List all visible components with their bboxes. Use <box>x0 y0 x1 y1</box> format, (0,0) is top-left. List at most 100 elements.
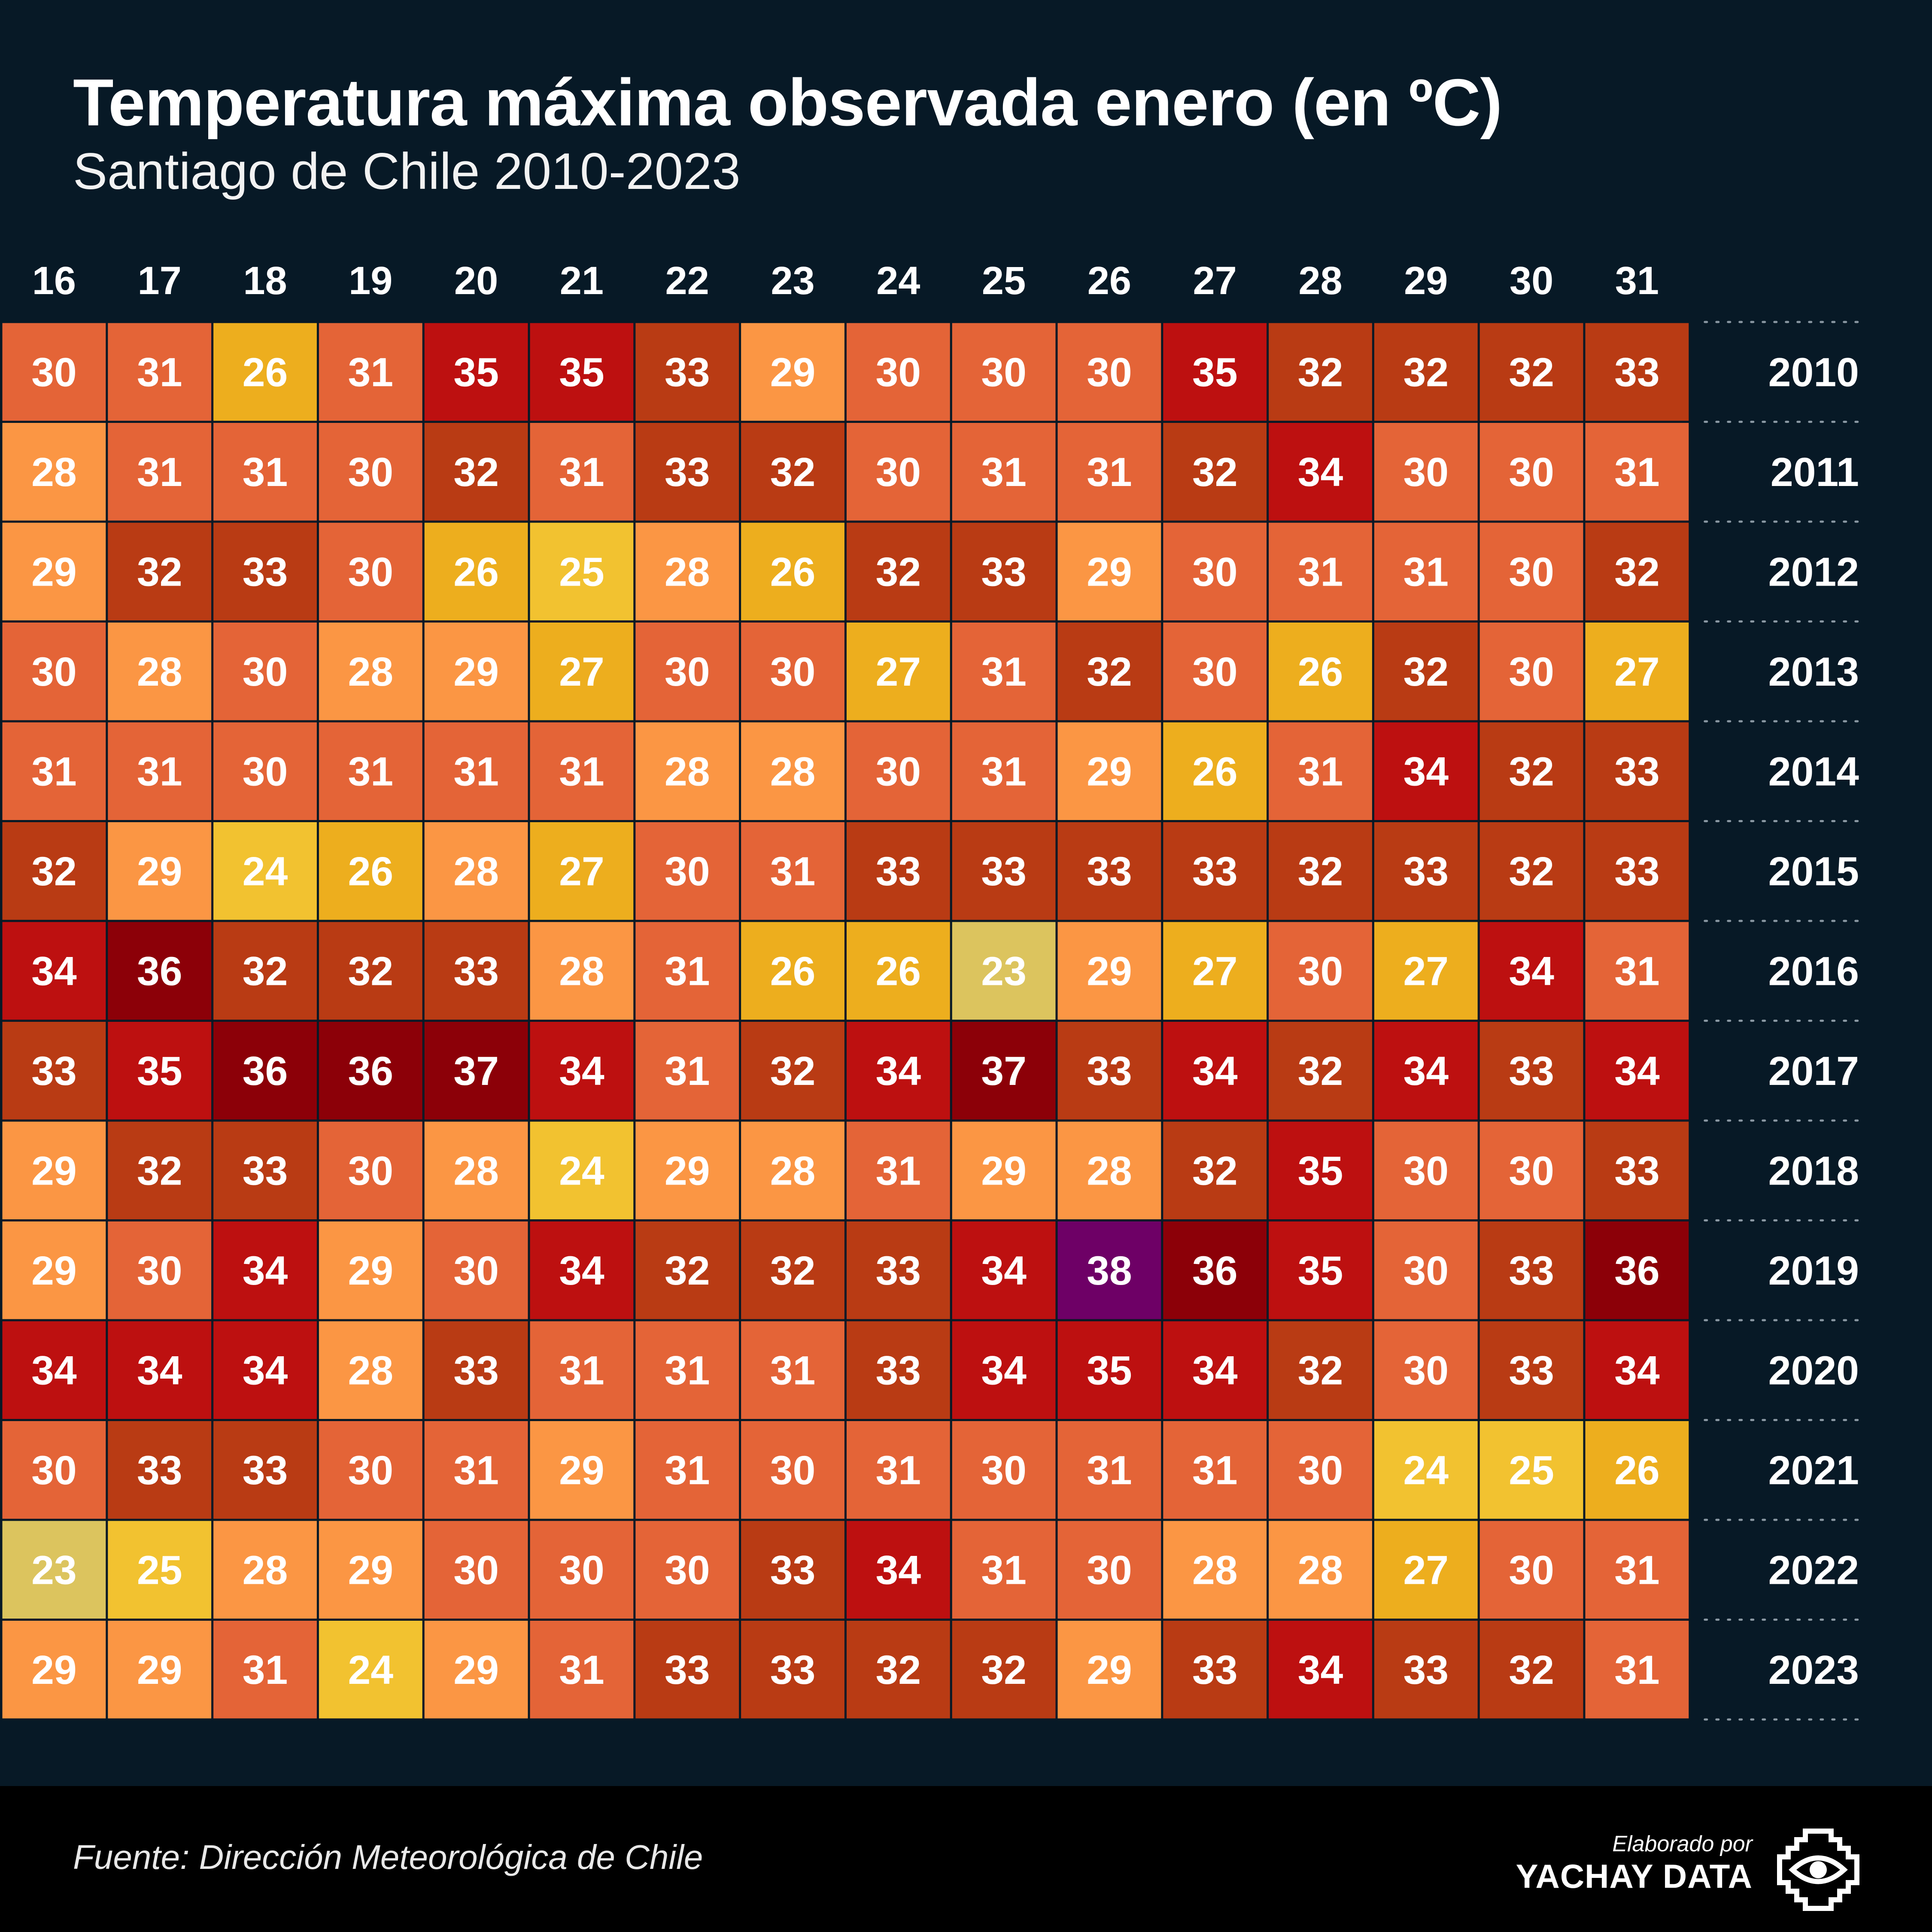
heatmap-cell <box>319 1022 422 1120</box>
heatmap-cell <box>952 1621 1056 1719</box>
heatmap-cell <box>1163 1321 1267 1419</box>
cell-value-label: 29 <box>31 549 77 595</box>
cell-value-label: 29 <box>137 849 182 894</box>
cell-value-label: 32 <box>981 1647 1027 1693</box>
cell-value-label: 31 <box>31 749 77 794</box>
cell-value-label: 28 <box>665 749 710 794</box>
heatmap-cell <box>741 1121 844 1219</box>
cell-value-label: 36 <box>1614 1248 1660 1294</box>
heatmap-cell <box>1374 623 1478 720</box>
cell-value-label: 31 <box>770 1348 816 1393</box>
heatmap-cell <box>846 323 950 421</box>
heatmap-cell <box>2 1221 106 1319</box>
row-label-2014: 2014 <box>1768 749 1859 794</box>
column-label-16: 16 <box>32 259 76 303</box>
cell-value-label: 30 <box>1087 1547 1132 1593</box>
column-label-19: 19 <box>349 259 392 303</box>
heatmap-cell <box>635 1521 739 1619</box>
cell-value-label: 29 <box>665 1148 710 1194</box>
heatmap-cell <box>1585 822 1689 920</box>
cell-value-label: 32 <box>1403 649 1449 695</box>
cell-value-label: 37 <box>453 1048 499 1094</box>
heatmap-cell <box>1057 1521 1161 1619</box>
heatmap-cell <box>1163 1022 1267 1120</box>
row-label-2023: 2023 <box>1768 1647 1859 1693</box>
column-label-29: 29 <box>1404 259 1448 303</box>
heatmap-cell <box>108 1421 212 1519</box>
cell-value-label: 30 <box>1192 549 1238 595</box>
cell-value-label: 33 <box>665 450 710 495</box>
heatmap-cell <box>530 323 634 421</box>
cell-value-label: 30 <box>665 649 710 695</box>
cell-value-label: 33 <box>137 1448 182 1493</box>
cell-value-label: 28 <box>1298 1547 1343 1593</box>
cell-value-label: 27 <box>1614 649 1660 695</box>
heatmap-cell <box>108 822 212 920</box>
heatmap-cell <box>1163 423 1267 521</box>
cell-value-label: 32 <box>1192 450 1238 495</box>
row-dividers <box>1704 321 1867 1721</box>
heatmap-cell <box>108 1121 212 1219</box>
heatmap-cell <box>424 1421 528 1519</box>
cell-value-label: 31 <box>665 1448 710 1493</box>
cell-value-label: 33 <box>1087 1048 1132 1094</box>
heatmap-cell <box>424 1321 528 1419</box>
cell-value-label: 30 <box>1403 1248 1449 1294</box>
cell-value-label: 34 <box>875 1048 921 1094</box>
cell-value-label: 30 <box>1192 649 1238 695</box>
heatmap-cell <box>530 1521 634 1619</box>
cell-value-label: 29 <box>1087 749 1132 794</box>
cell-value-label: 36 <box>243 1048 288 1094</box>
cell-value-label: 24 <box>559 1148 605 1194</box>
heatmap-cell <box>1585 623 1689 720</box>
heatmap-cell <box>1269 423 1372 521</box>
heatmap-cell <box>1057 1121 1161 1219</box>
cell-value-label: 35 <box>1192 349 1238 395</box>
cell-value-label: 30 <box>1403 1348 1449 1393</box>
heatmap-cell <box>1163 522 1267 620</box>
row-label-2020: 2020 <box>1768 1348 1859 1393</box>
cell-value-label: 32 <box>243 948 288 994</box>
cell-value-label: 35 <box>1298 1248 1343 1294</box>
heatmap-cell <box>424 423 528 521</box>
heatmap-cell <box>1269 1022 1372 1120</box>
heatmap-cell <box>635 1121 739 1219</box>
cell-value-label: 32 <box>31 849 77 894</box>
heatmap-cell <box>319 1221 422 1319</box>
column-label-23: 23 <box>771 259 814 303</box>
heatmap-cell <box>1374 1521 1478 1619</box>
heatmap-cell <box>319 1621 422 1719</box>
heatmap-cell <box>213 922 317 1020</box>
cell-value-label: 24 <box>348 1647 393 1693</box>
cell-value-label: 33 <box>665 349 710 395</box>
heatmap-cell <box>846 822 950 920</box>
cell-value-label: 30 <box>453 1248 499 1294</box>
cell-value-label: 31 <box>137 349 182 395</box>
heatmap-cell <box>1163 1121 1267 1219</box>
cell-value-label: 32 <box>1614 549 1660 595</box>
heatmap-cell <box>1374 1022 1478 1120</box>
row-labels: 2010 2011 2012 2013 2014 2015 2016 2017 2018 2019… <box>1768 349 1859 1693</box>
heatmap-cell <box>213 1621 317 1719</box>
cell-value-label: 30 <box>770 1448 816 1493</box>
heatmap-cell <box>108 1621 212 1719</box>
heatmap-cell <box>319 1421 422 1519</box>
cell-value-label: 31 <box>348 349 393 395</box>
cell-value-label: 31 <box>981 749 1027 794</box>
heatmap-cell <box>1269 1521 1372 1619</box>
cell-value-label: 34 <box>1614 1048 1660 1094</box>
heatmap-cell <box>635 922 739 1020</box>
cell-value-label: 34 <box>1614 1348 1660 1393</box>
heatmap-cell <box>213 1022 317 1120</box>
footer-bar <box>0 1786 1932 1932</box>
heatmap-cell <box>1479 822 1583 920</box>
heatmap-cell <box>108 722 212 820</box>
cell-value-label: 33 <box>243 1148 288 1194</box>
cell-value-label: 29 <box>1087 1647 1132 1693</box>
heatmap-cell <box>741 922 844 1020</box>
heatmap-cell <box>530 522 634 620</box>
row-label-2016: 2016 <box>1768 948 1859 994</box>
cell-value-label: 31 <box>981 450 1027 495</box>
heatmap-cell <box>2 1621 106 1719</box>
cell-value-label: 29 <box>31 1647 77 1693</box>
